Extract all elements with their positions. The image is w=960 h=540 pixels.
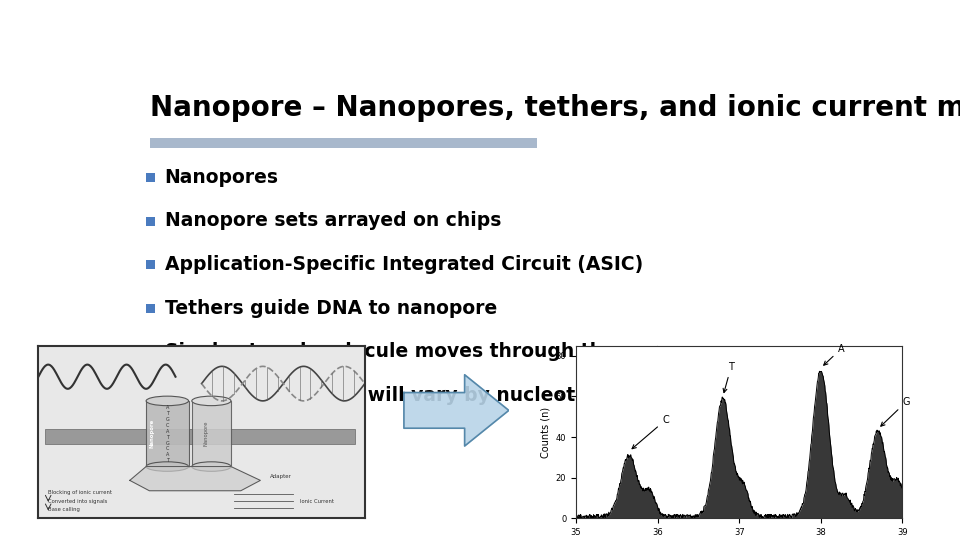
FancyBboxPatch shape xyxy=(146,401,188,467)
Text: Adapter: Adapter xyxy=(270,475,292,480)
Text: Nanopore sets arrayed on chips: Nanopore sets arrayed on chips xyxy=(165,211,501,230)
Text: C: C xyxy=(632,415,669,449)
FancyBboxPatch shape xyxy=(146,304,155,313)
Text: Blocking of ionic current: Blocking of ionic current xyxy=(48,490,112,495)
Text: Nanopore – Nanopores, tethers, and ionic current modulation: Nanopore – Nanopores, tethers, and ionic… xyxy=(150,94,960,122)
Text: Ionic Current: Ionic Current xyxy=(300,498,333,504)
FancyBboxPatch shape xyxy=(150,138,537,148)
Text: Application-Specific Integrated Circuit (ASIC): Application-Specific Integrated Circuit … xyxy=(165,255,643,274)
Text: Nanopore: Nanopore xyxy=(150,419,155,448)
Text: G: G xyxy=(165,417,169,422)
FancyBboxPatch shape xyxy=(146,260,155,269)
Text: Tethers guide DNA to nanopore: Tethers guide DNA to nanopore xyxy=(165,299,497,318)
FancyBboxPatch shape xyxy=(146,391,155,400)
Text: C: C xyxy=(166,447,169,451)
Ellipse shape xyxy=(192,396,231,406)
Text: A: A xyxy=(824,343,845,365)
Text: (Ambardar et al., 2016): (Ambardar et al., 2016) xyxy=(182,447,363,462)
Text: Single strand molecule moves through the pore: Single strand molecule moves through the… xyxy=(165,342,670,361)
Text: A: A xyxy=(166,429,169,434)
Ellipse shape xyxy=(146,396,188,406)
FancyBboxPatch shape xyxy=(192,401,231,467)
FancyBboxPatch shape xyxy=(146,173,155,182)
Text: Base calling: Base calling xyxy=(48,508,80,512)
Text: T: T xyxy=(166,435,169,440)
Text: Current disruption will vary by nucleotide: Current disruption will vary by nucleoti… xyxy=(165,386,608,405)
Polygon shape xyxy=(404,375,509,446)
Y-axis label: Counts (n): Counts (n) xyxy=(540,407,550,457)
Text: Nanopore: Nanopore xyxy=(204,421,208,447)
Text: G: G xyxy=(165,441,169,446)
Text: Nanopores: Nanopores xyxy=(165,167,278,186)
Text: Converted into signals: Converted into signals xyxy=(48,499,108,504)
Text: C: C xyxy=(166,423,169,428)
FancyBboxPatch shape xyxy=(146,348,155,357)
FancyBboxPatch shape xyxy=(146,217,155,226)
Ellipse shape xyxy=(146,462,188,471)
Text: A: A xyxy=(166,406,169,410)
Text: (Bayley, 2014): (Bayley, 2014) xyxy=(637,447,749,462)
Text: G: G xyxy=(881,396,910,426)
Ellipse shape xyxy=(192,462,231,471)
Text: A: A xyxy=(166,453,169,457)
Text: T: T xyxy=(166,411,169,416)
Text: T: T xyxy=(166,458,169,463)
Polygon shape xyxy=(130,467,260,491)
Text: T: T xyxy=(723,362,734,393)
FancyBboxPatch shape xyxy=(45,429,355,444)
